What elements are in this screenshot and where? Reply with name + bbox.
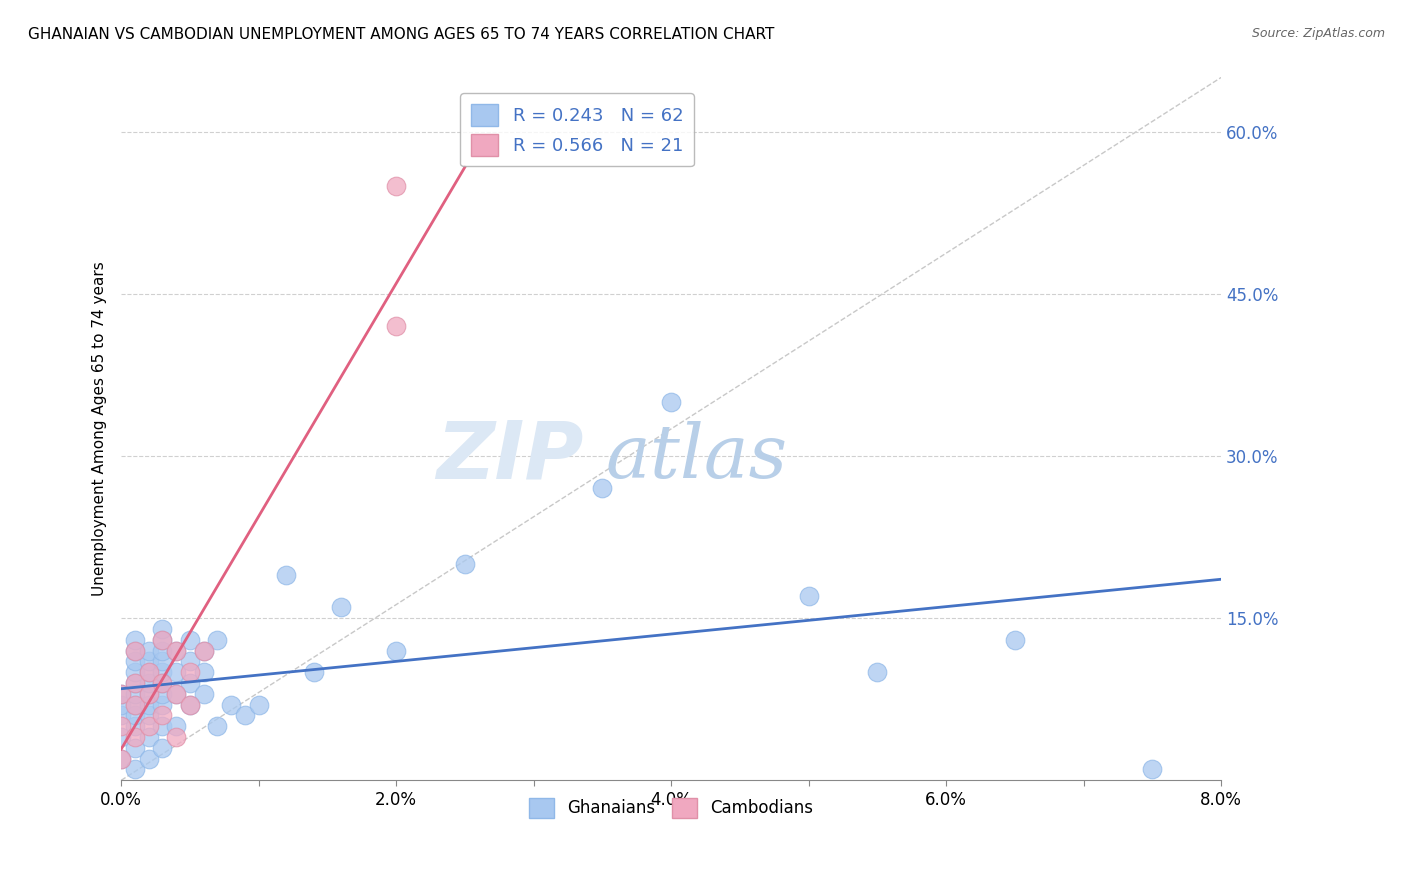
Point [110, 719, 132, 733]
Point [385, 643, 408, 657]
Text: GHANAIAN VS CAMBODIAN UNEMPLOYMENT AMONG AGES 65 TO 74 YEARS CORRELATION CHART: GHANAIAN VS CAMBODIAN UNEMPLOYMENT AMONG… [28, 27, 775, 42]
Point [165, 687, 187, 701]
Point [152, 665, 174, 680]
Point [138, 687, 160, 701]
Point [110, 687, 132, 701]
Point [193, 643, 215, 657]
Point [193, 643, 215, 657]
Point [152, 654, 174, 668]
Point [124, 740, 146, 755]
Point [124, 665, 146, 680]
Point [124, 730, 146, 744]
Point [179, 665, 201, 680]
Point [110, 730, 132, 744]
Point [124, 698, 146, 712]
Point [233, 708, 256, 723]
Point [179, 698, 201, 712]
Point [138, 708, 160, 723]
Text: Source: ZipAtlas.com: Source: ZipAtlas.com [1251, 27, 1385, 40]
Point [591, 481, 613, 495]
Point [110, 698, 132, 712]
Point [138, 654, 160, 668]
Point [152, 632, 174, 647]
Point [152, 632, 174, 647]
Point [179, 698, 201, 712]
Point [152, 676, 174, 690]
Point [179, 676, 201, 690]
Point [152, 698, 174, 712]
Point [152, 719, 174, 733]
Point [454, 557, 477, 571]
Point [659, 394, 682, 409]
Point [110, 708, 132, 723]
Point [1004, 632, 1026, 647]
Point [138, 719, 160, 733]
Point [124, 654, 146, 668]
Point [124, 632, 146, 647]
Point [193, 687, 215, 701]
Point [152, 622, 174, 636]
Point [124, 687, 146, 701]
Point [385, 178, 408, 193]
Point [219, 698, 242, 712]
Point [165, 643, 187, 657]
Point [330, 600, 353, 615]
Point [152, 687, 174, 701]
Point [193, 665, 215, 680]
Point [124, 698, 146, 712]
Point [152, 676, 174, 690]
Point [124, 708, 146, 723]
Point [152, 708, 174, 723]
Point [124, 643, 146, 657]
Point [165, 665, 187, 680]
Point [138, 730, 160, 744]
Point [110, 752, 132, 766]
Point [165, 687, 187, 701]
Text: ZIP: ZIP [436, 418, 583, 496]
Point [110, 752, 132, 766]
Point [124, 643, 146, 657]
Point [165, 719, 187, 733]
Point [302, 665, 325, 680]
Point [247, 698, 270, 712]
Point [866, 665, 889, 680]
Point [138, 752, 160, 766]
Point [385, 319, 408, 334]
Point [152, 643, 174, 657]
Point [124, 676, 146, 690]
Point [138, 698, 160, 712]
Point [138, 687, 160, 701]
Point [124, 676, 146, 690]
Point [138, 643, 160, 657]
Point [179, 654, 201, 668]
Text: atlas: atlas [605, 421, 787, 493]
Point [207, 632, 229, 647]
Y-axis label: Unemployment Among Ages 65 to 74 years: Unemployment Among Ages 65 to 74 years [93, 261, 107, 596]
Point [124, 763, 146, 777]
Point [276, 567, 298, 582]
Point [110, 687, 132, 701]
Point [1142, 763, 1164, 777]
Legend: Ghanaians, Cambodians: Ghanaians, Cambodians [522, 791, 820, 825]
Point [138, 665, 160, 680]
Point [165, 730, 187, 744]
Point [138, 665, 160, 680]
Point [797, 590, 820, 604]
Point [165, 643, 187, 657]
Point [124, 719, 146, 733]
Point [179, 632, 201, 647]
Point [138, 676, 160, 690]
Point [207, 719, 229, 733]
Point [152, 740, 174, 755]
